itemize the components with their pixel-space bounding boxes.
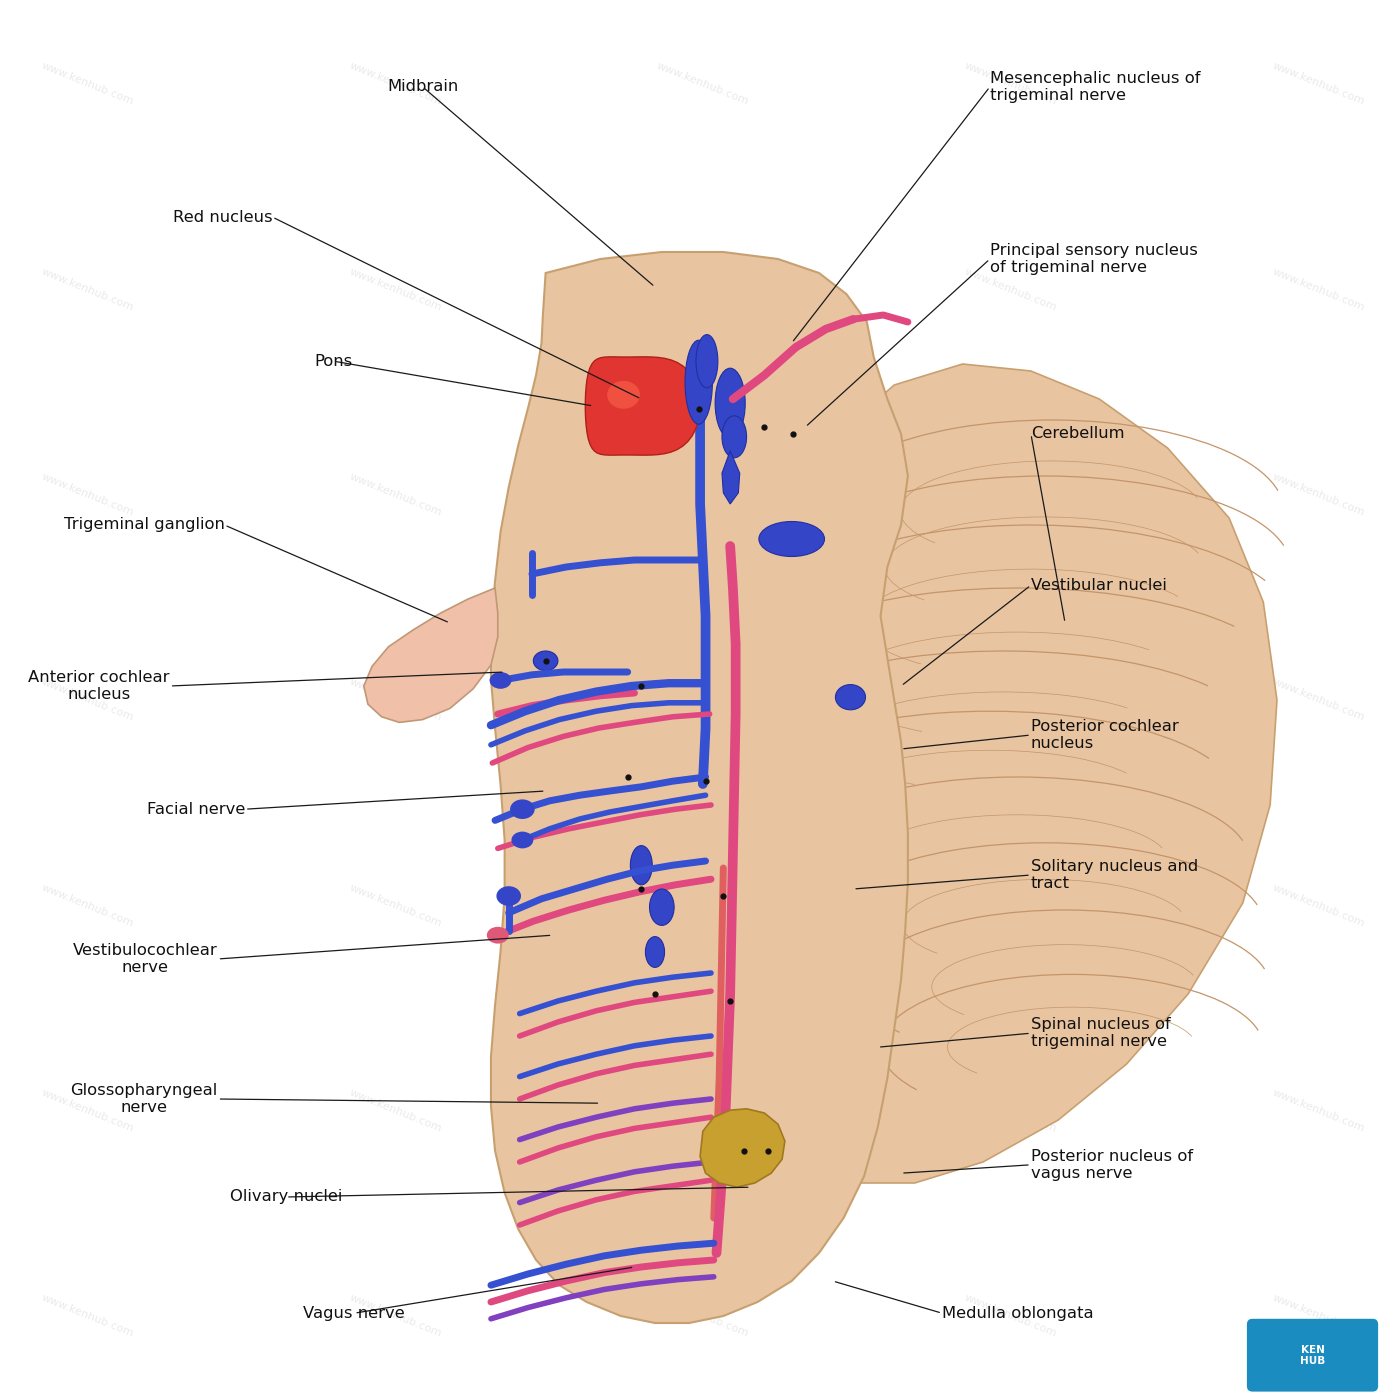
Text: Midbrain: Midbrain — [386, 80, 458, 94]
Ellipse shape — [490, 672, 511, 689]
Text: Principal sensory nucleus
of trigeminal nerve: Principal sensory nucleus of trigeminal … — [990, 242, 1198, 276]
Ellipse shape — [650, 889, 675, 925]
Polygon shape — [364, 588, 498, 722]
Text: Solitary nucleus and
tract: Solitary nucleus and tract — [1030, 858, 1198, 892]
Ellipse shape — [685, 340, 713, 424]
Text: www.kenhub.com: www.kenhub.com — [963, 676, 1058, 724]
Text: Mesencephalic nucleus of
trigeminal nerve: Mesencephalic nucleus of trigeminal nerv… — [990, 70, 1200, 104]
Text: www.kenhub.com: www.kenhub.com — [1270, 882, 1365, 928]
Text: www.kenhub.com: www.kenhub.com — [41, 1088, 136, 1134]
Ellipse shape — [722, 416, 746, 458]
Text: www.kenhub.com: www.kenhub.com — [41, 60, 136, 108]
Ellipse shape — [715, 368, 745, 438]
Text: Red nucleus: Red nucleus — [172, 210, 272, 224]
Text: www.kenhub.com: www.kenhub.com — [655, 676, 750, 724]
Text: www.kenhub.com: www.kenhub.com — [1270, 1292, 1365, 1340]
Text: www.kenhub.com: www.kenhub.com — [41, 472, 136, 518]
Text: www.kenhub.com: www.kenhub.com — [347, 676, 442, 724]
Ellipse shape — [696, 335, 718, 388]
Polygon shape — [700, 1109, 785, 1187]
Text: www.kenhub.com: www.kenhub.com — [963, 60, 1058, 108]
Ellipse shape — [759, 522, 825, 556]
Text: Trigeminal ganglion: Trigeminal ganglion — [63, 518, 224, 532]
Polygon shape — [764, 364, 1277, 1183]
Text: www.kenhub.com: www.kenhub.com — [347, 472, 442, 518]
Text: www.kenhub.com: www.kenhub.com — [41, 266, 136, 312]
Text: www.kenhub.com: www.kenhub.com — [347, 1292, 442, 1340]
Text: www.kenhub.com: www.kenhub.com — [41, 1292, 136, 1340]
Text: www.kenhub.com: www.kenhub.com — [963, 266, 1058, 312]
Text: Medulla oblongata: Medulla oblongata — [942, 1306, 1093, 1320]
Polygon shape — [585, 357, 700, 455]
Ellipse shape — [511, 832, 533, 848]
Text: www.kenhub.com: www.kenhub.com — [963, 1088, 1058, 1134]
Text: Pons: Pons — [315, 354, 353, 368]
Text: www.kenhub.com: www.kenhub.com — [1270, 266, 1365, 312]
Text: Glossopharyngeal
nerve: Glossopharyngeal nerve — [70, 1082, 217, 1116]
Text: www.kenhub.com: www.kenhub.com — [41, 882, 136, 928]
Text: KEN
HUB: KEN HUB — [1299, 1345, 1326, 1365]
Text: www.kenhub.com: www.kenhub.com — [347, 60, 442, 108]
Text: www.kenhub.com: www.kenhub.com — [347, 1088, 442, 1134]
Text: Vagus nerve: Vagus nerve — [304, 1306, 405, 1320]
Text: www.kenhub.com: www.kenhub.com — [963, 882, 1058, 928]
Text: www.kenhub.com: www.kenhub.com — [1270, 472, 1365, 518]
Text: Vestibular nuclei: Vestibular nuclei — [1030, 578, 1166, 592]
Ellipse shape — [533, 651, 559, 671]
Ellipse shape — [608, 381, 640, 409]
FancyBboxPatch shape — [1247, 1319, 1378, 1392]
Text: Spinal nucleus of
trigeminal nerve: Spinal nucleus of trigeminal nerve — [1030, 1016, 1170, 1050]
Text: www.kenhub.com: www.kenhub.com — [1270, 60, 1365, 108]
Text: www.kenhub.com: www.kenhub.com — [655, 472, 750, 518]
Ellipse shape — [487, 927, 508, 944]
Text: www.kenhub.com: www.kenhub.com — [655, 266, 750, 312]
Text: www.kenhub.com: www.kenhub.com — [1270, 1088, 1365, 1134]
Text: www.kenhub.com: www.kenhub.com — [655, 882, 750, 928]
Ellipse shape — [645, 937, 665, 967]
Ellipse shape — [836, 685, 865, 710]
Text: Cerebellum: Cerebellum — [1030, 427, 1124, 441]
Text: www.kenhub.com: www.kenhub.com — [963, 1292, 1058, 1340]
Text: www.kenhub.com: www.kenhub.com — [655, 1292, 750, 1340]
Text: www.kenhub.com: www.kenhub.com — [655, 60, 750, 108]
Text: www.kenhub.com: www.kenhub.com — [41, 676, 136, 724]
Text: www.kenhub.com: www.kenhub.com — [655, 1088, 750, 1134]
Text: Vestibulocochlear
nerve: Vestibulocochlear nerve — [73, 942, 217, 976]
Text: www.kenhub.com: www.kenhub.com — [1270, 676, 1365, 724]
Polygon shape — [491, 252, 907, 1323]
Text: www.kenhub.com: www.kenhub.com — [347, 882, 442, 928]
Ellipse shape — [630, 846, 652, 885]
Text: Olivary nuclei: Olivary nuclei — [230, 1190, 342, 1204]
Text: Anterior cochlear
nucleus: Anterior cochlear nucleus — [28, 669, 169, 703]
Ellipse shape — [497, 886, 521, 906]
Text: Posterior nucleus of
vagus nerve: Posterior nucleus of vagus nerve — [1030, 1148, 1193, 1182]
Text: Facial nerve: Facial nerve — [147, 802, 245, 816]
Text: www.kenhub.com: www.kenhub.com — [347, 266, 442, 312]
Text: Posterior cochlear
nucleus: Posterior cochlear nucleus — [1030, 718, 1179, 752]
Ellipse shape — [510, 799, 535, 819]
Polygon shape — [722, 451, 739, 504]
Text: www.kenhub.com: www.kenhub.com — [963, 472, 1058, 518]
